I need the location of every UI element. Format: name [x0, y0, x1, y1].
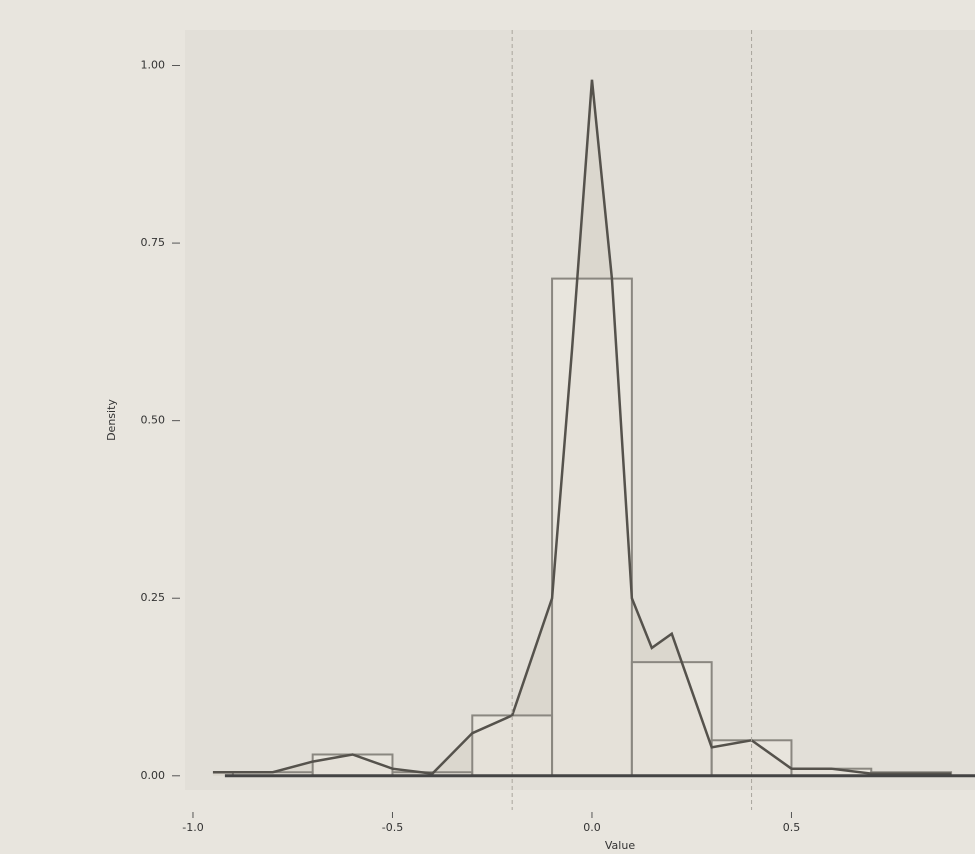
y-tick-label: 0.75	[141, 236, 166, 249]
x-tick-label: 0.0	[583, 821, 601, 834]
y-tick-label: 0.50	[141, 414, 166, 427]
x-axis-label: Value	[605, 839, 635, 852]
y-tick-label: 0.00	[141, 769, 166, 782]
chart: Density Value 0.00 0.25 0.50 0.75 1.00 -1.0 -0…	[0, 0, 975, 854]
x-tick-label: -1.0	[182, 821, 203, 834]
bar	[632, 662, 712, 776]
bar	[552, 279, 632, 776]
x-tick-label: -0.5	[382, 821, 403, 834]
y-tick-label: 0.25	[141, 591, 166, 604]
y-axis-label: Density	[105, 399, 118, 441]
page: Density Value 0.00 0.25 0.50 0.75 1.00 -1.0 -0…	[0, 0, 975, 854]
y-tick-label: 1.00	[141, 59, 166, 72]
x-tick-label: 0.5	[783, 821, 801, 834]
